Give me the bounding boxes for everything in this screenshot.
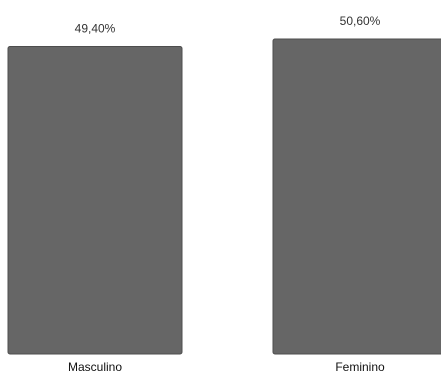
x-tick-labels-group: Masculino Feminino (68, 360, 385, 374)
x-tick-label-feminino: Feminino (335, 360, 385, 374)
x-tick-label-masculino: Masculino (68, 360, 122, 374)
bar-masculino (7, 45, 183, 355)
bars-group (7, 38, 441, 355)
data-label-masculino: 49,40% (75, 21, 116, 35)
bar-feminino (272, 38, 441, 355)
data-labels-group: 49,40% 50,60% (75, 14, 381, 35)
data-label-feminino: 50,60% (340, 14, 381, 28)
